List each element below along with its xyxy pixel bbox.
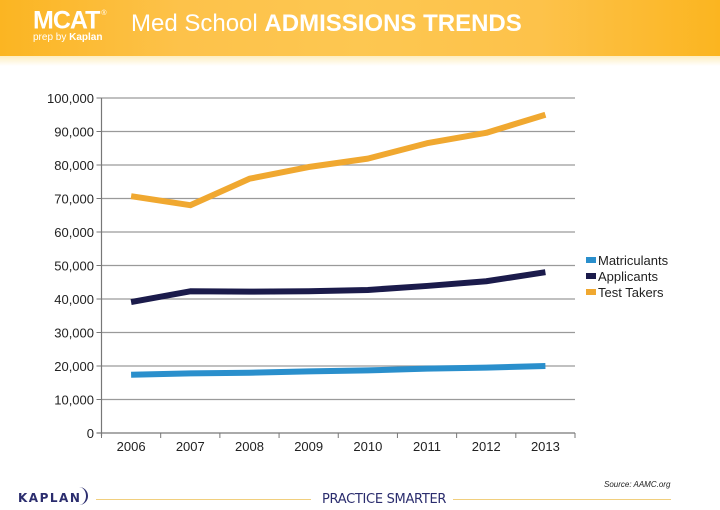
y-tick-label: 50,000 <box>54 259 94 274</box>
x-tick-label: 2011 <box>413 439 441 454</box>
y-tick-label: 20,000 <box>54 359 94 374</box>
legend-item-applicants: Applicants <box>586 269 658 284</box>
x-axis-ticks: 2006 2007 2008 2009 2010 2011 2012 2013 <box>101 433 576 454</box>
mcat-logo: MCAT ® prep by Kaplan <box>33 6 107 44</box>
kaplan-logo: KAPLAN <box>18 487 89 505</box>
series-line-test-takers <box>130 111 547 209</box>
x-tick-label: 2007 <box>176 439 205 454</box>
page-title: Med School ADMISSIONS TRENDS <box>131 11 522 37</box>
legend-swatch <box>586 273 596 279</box>
y-tick-label: 100,000 <box>47 91 94 106</box>
x-tick-label: 2006 <box>117 439 146 454</box>
legend-swatch <box>586 257 596 263</box>
y-tick-label: 60,000 <box>54 225 94 240</box>
footer-divider-left <box>96 499 311 500</box>
logo-sub-brand: Kaplan <box>69 32 103 44</box>
axes <box>96 98 575 436</box>
source-note: Source: AAMC.org <box>604 480 671 489</box>
legend-label: Matriculants <box>598 253 669 268</box>
series-line-matriculants <box>131 363 546 378</box>
y-tick-label: 40,000 <box>54 292 94 307</box>
kaplan-logo-text: KAPLAN <box>18 491 82 505</box>
x-tick-label: 2013 <box>531 439 560 454</box>
kaplan-logo-arc-icon <box>78 487 89 505</box>
legend-label: Applicants <box>598 269 658 284</box>
x-tick-label: 2008 <box>235 439 264 454</box>
series-lines <box>130 111 547 378</box>
gridlines <box>101 97 575 401</box>
y-axis-ticks: 0 10,000 20,000 30,000 40,000 50,000 60,000 70,… <box>47 91 102 441</box>
header-banner <box>0 0 720 56</box>
y-tick-label: 90,000 <box>54 125 94 140</box>
title-normal: Med School <box>131 10 265 37</box>
logo-registered: ® <box>101 10 106 17</box>
title-bold: ADMISSIONS TRENDS <box>264 10 522 37</box>
x-tick-label: 2010 <box>353 439 382 454</box>
x-tick-label: 2009 <box>294 439 323 454</box>
y-tick-label: 80,000 <box>54 158 94 173</box>
y-tick-label: 0 <box>87 426 94 441</box>
logo-sub-prefix: prep by <box>33 32 70 44</box>
legend-label: Test Takers <box>598 285 664 300</box>
header-shadow <box>0 56 720 66</box>
y-tick-label: 30,000 <box>54 326 94 341</box>
y-tick-label: 10,000 <box>54 393 94 408</box>
footer-tagline: PRACTICE SMARTER <box>322 492 447 507</box>
footer-divider-right <box>453 499 671 500</box>
legend-item-test-takers: Test Takers <box>586 285 664 300</box>
x-tick-label: 2012 <box>472 439 501 454</box>
series-line-applicants <box>130 269 546 305</box>
logo-main: MCAT <box>33 6 100 35</box>
legend-item-matriculants: Matriculants <box>586 253 669 268</box>
y-tick-label: 70,000 <box>54 192 94 207</box>
legend-swatch <box>586 289 596 295</box>
